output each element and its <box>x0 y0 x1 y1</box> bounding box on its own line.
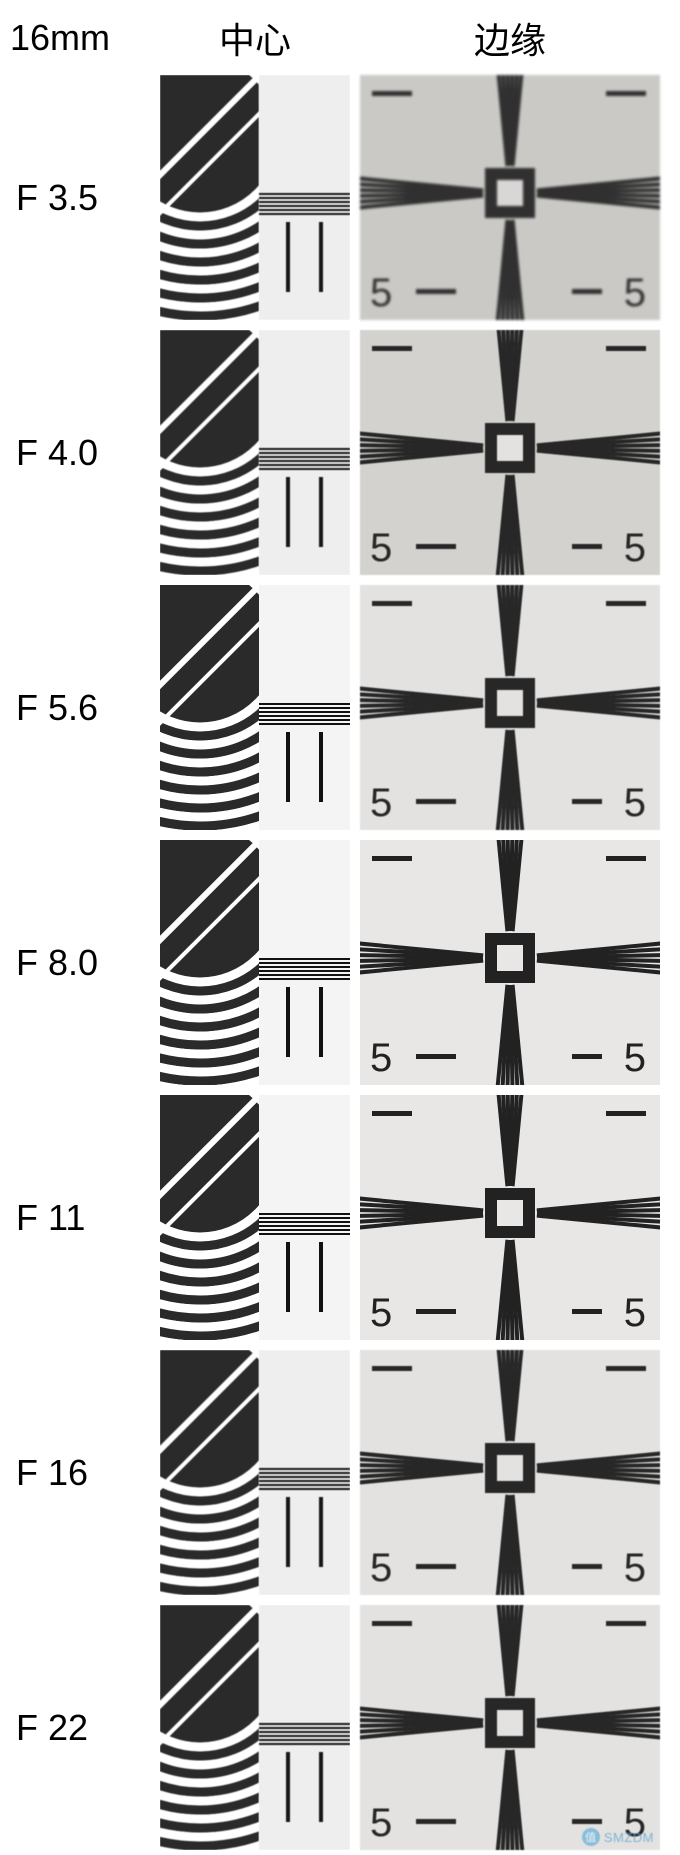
edge-crop: 5 5 <box>360 330 660 575</box>
tick-mark <box>606 1366 646 1371</box>
center-crop <box>160 585 350 830</box>
col-spacer <box>350 75 360 320</box>
col-spacer <box>350 840 360 1085</box>
edge-crop: 5 5 <box>360 75 660 320</box>
resolution-number: 5 <box>370 1546 392 1591</box>
tick-mark <box>372 601 412 606</box>
resolution-number: 5 <box>624 781 646 826</box>
tick-mark <box>416 289 456 294</box>
tick-mark <box>572 1819 602 1824</box>
resolution-number: 5 <box>624 1546 646 1591</box>
resolution-number: 5 <box>370 781 392 826</box>
center-crop <box>160 1605 350 1850</box>
resolution-number: 5 <box>624 526 646 571</box>
tick-mark <box>372 91 412 96</box>
comparison-grid: 16mm 中心 边缘 F 3.5 5 5 F 4.0 <box>0 0 680 1850</box>
column-header-center: 中心 <box>160 0 350 75</box>
tick-mark <box>372 1621 412 1626</box>
edge-crop: 5 5 <box>360 1350 660 1595</box>
edge-crop: 5 5 <box>360 585 660 830</box>
tick-mark <box>572 544 602 549</box>
aperture-label: F 8.0 <box>0 840 160 1085</box>
tick-mark <box>416 1054 456 1059</box>
tick-mark <box>572 289 602 294</box>
col-spacer <box>350 1605 360 1850</box>
tick-mark <box>416 1309 456 1314</box>
resolution-number: 5 <box>370 1036 392 1081</box>
col-spacer <box>350 1350 360 1595</box>
header-spacer <box>350 0 360 75</box>
tick-mark <box>372 856 412 861</box>
resolution-number: 5 <box>370 1801 392 1846</box>
tick-mark <box>572 1054 602 1059</box>
aperture-label: F 11 <box>0 1095 160 1340</box>
center-crop <box>160 75 350 320</box>
resolution-number: 5 <box>624 1036 646 1081</box>
resolution-number: 5 <box>370 526 392 571</box>
center-crop <box>160 1095 350 1340</box>
tick-mark <box>606 601 646 606</box>
tick-mark <box>606 1111 646 1116</box>
center-crop <box>160 1350 350 1595</box>
tick-mark <box>372 1366 412 1371</box>
watermark: 值 SMZDM <box>582 1828 654 1846</box>
focal-length-title: 16mm <box>0 0 160 75</box>
center-crop <box>160 330 350 575</box>
resolution-number: 5 <box>624 1291 646 1336</box>
tick-mark <box>572 1309 602 1314</box>
aperture-label: F 16 <box>0 1350 160 1595</box>
tick-mark <box>572 799 602 804</box>
col-spacer <box>350 330 360 575</box>
column-header-edge: 边缘 <box>360 0 660 75</box>
aperture-label: F 5.6 <box>0 585 160 830</box>
edge-crop: 5 5 值 SMZDM <box>360 1605 660 1850</box>
tick-mark <box>372 346 412 351</box>
resolution-number: 5 <box>370 1291 392 1336</box>
tick-mark <box>606 1621 646 1626</box>
aperture-label: F 4.0 <box>0 330 160 575</box>
tick-mark <box>372 1111 412 1116</box>
tick-mark <box>606 856 646 861</box>
aperture-label: F 22 <box>0 1605 160 1850</box>
watermark-badge-icon: 值 <box>582 1828 600 1846</box>
watermark-text: SMZDM <box>604 1830 654 1845</box>
aperture-label: F 3.5 <box>0 75 160 320</box>
tick-mark <box>606 346 646 351</box>
tick-mark <box>606 91 646 96</box>
edge-crop: 5 5 <box>360 840 660 1085</box>
tick-mark <box>416 544 456 549</box>
tick-mark <box>572 1564 602 1569</box>
col-spacer <box>350 1095 360 1340</box>
edge-crop: 5 5 <box>360 1095 660 1340</box>
tick-mark <box>416 799 456 804</box>
resolution-number: 5 <box>624 271 646 316</box>
tick-mark <box>416 1564 456 1569</box>
tick-mark <box>416 1819 456 1824</box>
resolution-number: 5 <box>370 271 392 316</box>
col-spacer <box>350 585 360 830</box>
center-crop <box>160 840 350 1085</box>
